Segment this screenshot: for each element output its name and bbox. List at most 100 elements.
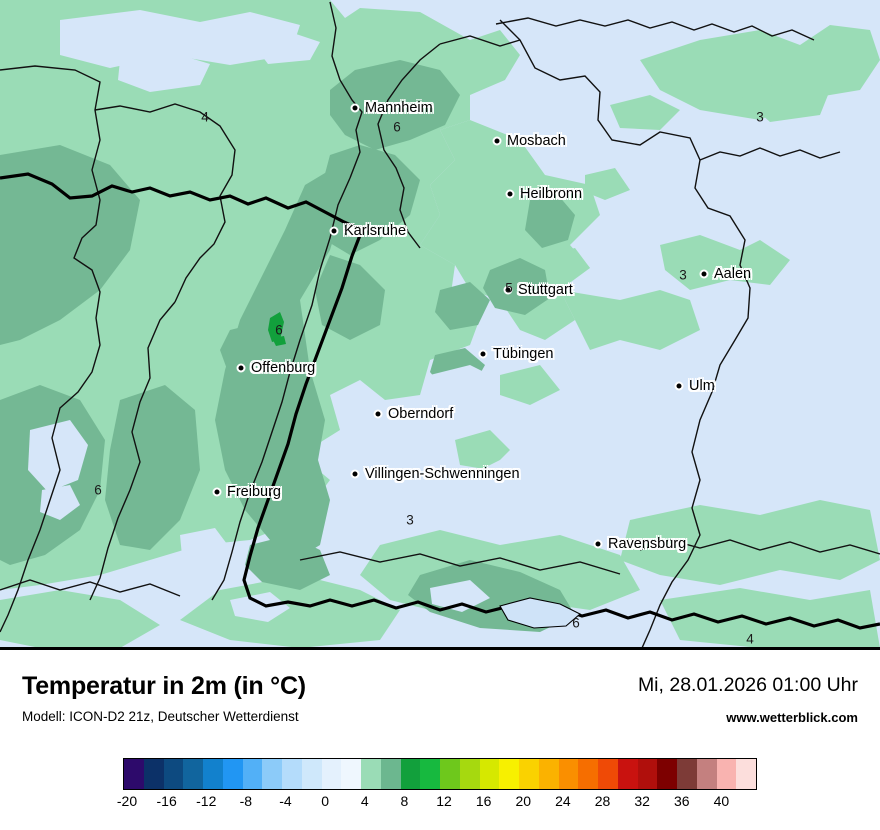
isoline-value-label: 4 [746, 631, 754, 647]
colorbar-tick: 8 [400, 793, 409, 809]
isoline-value-label: 6 [572, 615, 580, 631]
colorbar-swatch [538, 759, 559, 789]
isoline-value-label: 3 [679, 267, 687, 283]
colorbar-swatch [143, 759, 164, 789]
city-marker-karlsruhe[interactable] [329, 226, 339, 236]
colorbar-tick: 16 [475, 793, 492, 809]
lakes [499, 597, 581, 629]
city-marker-offenburg[interactable] [236, 363, 246, 373]
colorbar-swatch [637, 759, 658, 789]
colorbar-swatch [321, 759, 342, 789]
city-label-freiburg: Freiburg [227, 484, 281, 500]
city-marker-ravensburg[interactable] [593, 539, 603, 549]
colorbar-tick: 40 [713, 793, 730, 809]
colorbar-swatch [617, 759, 638, 789]
valid-datetime: Mi, 28.01.2026 01:00 Uhr [637, 674, 858, 696]
colorbar-tick: 32 [634, 793, 650, 809]
city-marker-oberndorf[interactable] [373, 409, 383, 419]
temperature-colorbar[interactable] [123, 758, 757, 790]
city-label-ulm: Ulm [689, 378, 715, 394]
city-label-oberndorf: Oberndorf [388, 406, 454, 422]
colorbar-swatch [282, 759, 302, 789]
city-marker-freiburg[interactable] [212, 487, 222, 497]
isoline-value-label: 6 [94, 482, 102, 498]
colorbar-swatch [657, 759, 677, 789]
city-marker-stuttgart[interactable] [503, 285, 513, 295]
colorbar-swatch [578, 759, 598, 789]
city-label-heilbronn: Heilbronn [520, 186, 583, 202]
colorbar-swatch [716, 759, 737, 789]
isoline-value-label: 3 [756, 109, 764, 125]
city-label-villingen-schwenningen: Villingen-Schwenningen [365, 466, 520, 482]
city-marker-ulm[interactable] [674, 381, 684, 391]
city-label-mannheim: Mannheim [365, 100, 433, 116]
model-subtitle: Modell: ICON-D2 21z, Deutscher Wetterdie… [22, 709, 299, 724]
weather-map[interactable]: Mannheim Mosbach Heilbronn Karlsruhe Stuttga… [0, 0, 880, 650]
colorbar-swatch [519, 759, 539, 789]
temp-band-6-8 [268, 312, 286, 346]
colorbar-swatch [222, 759, 243, 789]
city-marker-mosbach[interactable] [492, 136, 502, 146]
colorbar-swatch [361, 759, 381, 789]
colorbar-tick: -4 [279, 793, 292, 809]
city-label-offenburg: Offenburg [251, 360, 316, 376]
colorbar-swatch [479, 759, 500, 789]
colorbar-tick: 12 [436, 793, 452, 809]
colorbar-swatch [242, 759, 263, 789]
colorbar-tick-labels: -20 -16 -12 -8 -4 0 4 8 12 16 20 24 28 32 36 40 [117, 793, 757, 815]
city-marker-t-bingen[interactable] [478, 349, 488, 359]
colorbar-swatch [262, 759, 282, 789]
city-label-stuttgart: Stuttgart [518, 282, 573, 298]
city-label-aalen: Aalen [714, 266, 752, 282]
colorbar-swatch [696, 759, 717, 789]
colorbar-swatch [677, 759, 697, 789]
colorbar-tick: 0 [321, 793, 330, 809]
city-marker-heilbronn[interactable] [505, 189, 515, 199]
colorbar-swatch [301, 759, 322, 789]
colorbar-tick: 24 [555, 793, 571, 809]
colorbar-swatch [163, 759, 184, 789]
colorbar-swatch [341, 759, 361, 789]
temperature-field-svg [0, 0, 880, 647]
colorbar-swatches [123, 758, 757, 790]
colorbar-tick: -16 [156, 793, 177, 809]
colorbar-swatch [440, 759, 460, 789]
colorbar-swatch [459, 759, 480, 789]
city-label-mosbach: Mosbach [507, 133, 566, 149]
colorbar-swatch [598, 759, 618, 789]
city-marker-aalen[interactable] [699, 269, 709, 279]
city-label-t-bingen: Tübingen [493, 346, 554, 362]
colorbar-tick: -20 [116, 793, 138, 809]
colorbar-swatch [124, 759, 144, 789]
colorbar-swatch [420, 759, 440, 789]
city-label-karlsruhe: Karlsruhe [344, 223, 407, 239]
city-marker-mannheim[interactable] [350, 103, 360, 113]
colorbar-swatch [400, 759, 421, 789]
isoline-value-label: 5 [505, 280, 513, 296]
colorbar-tick: 36 [673, 793, 690, 809]
isoline-value-label: 4 [201, 109, 209, 125]
colorbar-swatch [183, 759, 203, 789]
colorbar-swatch [558, 759, 579, 789]
colorbar-tick: 20 [515, 793, 532, 809]
colorbar-tick: -12 [196, 793, 217, 809]
isoline-value-label: 3 [406, 512, 414, 528]
isoline-value-label: 6 [393, 119, 401, 135]
colorbar-tick: 28 [594, 793, 611, 809]
legend-footer: Temperatur in 2m (in °C) Modell: ICON-D2… [0, 650, 880, 830]
cold-pocket-overlay [28, 10, 520, 622]
national-borders [0, 172, 880, 630]
colorbar-swatch [203, 759, 223, 789]
page-title: Temperatur in 2m (in °C) [22, 672, 306, 700]
city-label-ravensburg: Ravensburg [608, 536, 687, 552]
colorbar-tick: -8 [239, 793, 253, 809]
isoline-value-label: 6 [275, 322, 283, 338]
colorbar-swatch [380, 759, 401, 789]
colorbar-swatch [499, 759, 519, 789]
city-marker-villingen-schwenningen[interactable] [350, 469, 360, 479]
colorbar-swatch [736, 759, 756, 789]
temp-band-4-6 [0, 60, 575, 632]
colorbar-tick: 4 [360, 793, 369, 809]
administrative-borders [0, 1, 880, 647]
source-website: www.wetterblick.com [726, 710, 858, 725]
